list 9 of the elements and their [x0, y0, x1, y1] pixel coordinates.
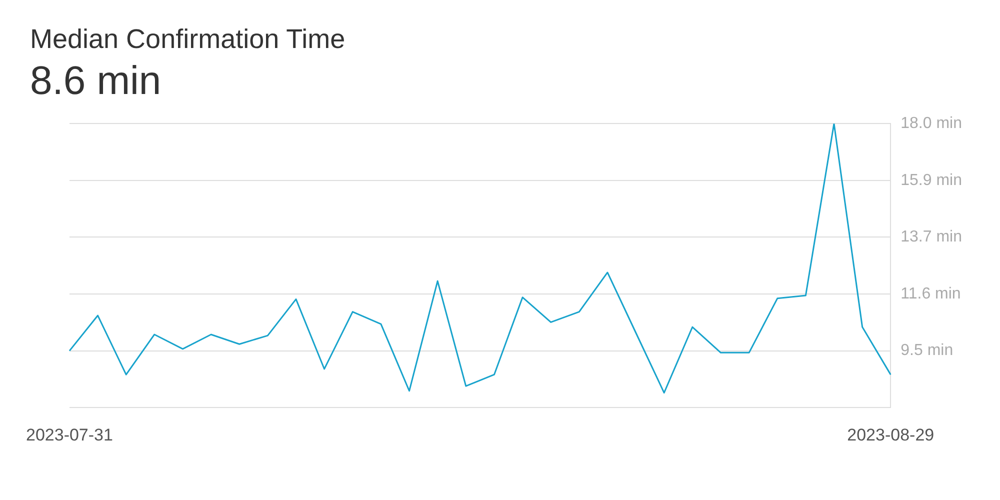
- x-tick-label: 2023-08-29: [847, 425, 934, 444]
- y-tick-label: 13.7 min: [900, 228, 962, 246]
- y-tick-label: 11.6 min: [900, 285, 961, 302]
- chart-title: Median Confirmation Time: [30, 24, 346, 55]
- y-tick-label: 9.5 min: [900, 342, 954, 360]
- y-tick-label: 18.0 min: [900, 115, 962, 132]
- chart-subtitle: 8.6 min: [30, 59, 162, 104]
- x-tick-label: 2023-07-31: [26, 425, 113, 444]
- y-tick-label: 15.9 min: [900, 172, 962, 189]
